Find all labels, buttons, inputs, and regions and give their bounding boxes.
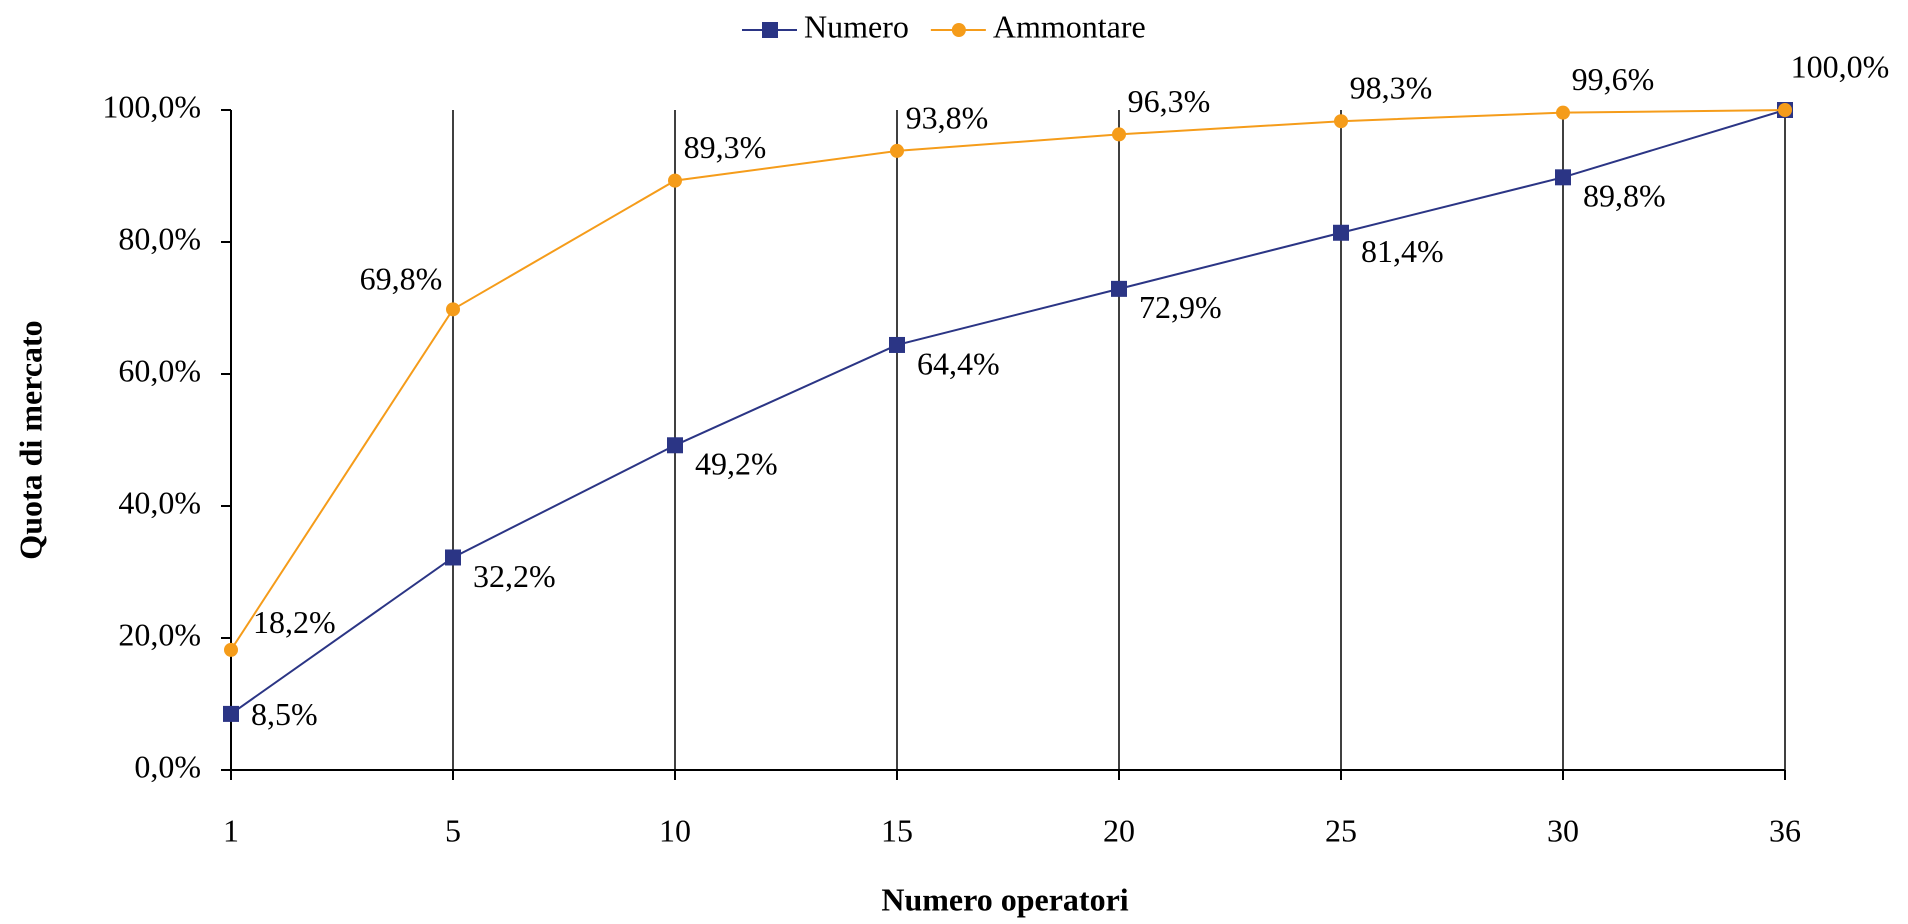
data-label: 32,2% bbox=[473, 558, 556, 594]
x-tick-label: 15 bbox=[881, 812, 913, 848]
series-line bbox=[230, 109, 1786, 715]
data-label: 89,8% bbox=[1583, 178, 1666, 214]
marker bbox=[1778, 103, 1792, 117]
marker bbox=[890, 143, 904, 158]
x-tick-label: 25 bbox=[1325, 812, 1357, 848]
data-label: 99,6% bbox=[1572, 61, 1655, 97]
y-tick-label: 40,0% bbox=[118, 484, 201, 520]
marker bbox=[889, 336, 905, 353]
data-label: 69,8% bbox=[360, 261, 443, 297]
legend-label: Numero bbox=[804, 8, 909, 44]
marker bbox=[668, 173, 682, 188]
data-label: 89,3% bbox=[684, 129, 767, 165]
x-axis-label: Numero operatori bbox=[881, 881, 1128, 917]
marker bbox=[224, 642, 238, 657]
legend-marker bbox=[762, 22, 778, 38]
data-label: 96,3% bbox=[1128, 83, 1211, 119]
data-label: 72,9% bbox=[1139, 289, 1222, 325]
x-tick-label: 1 bbox=[223, 812, 239, 848]
data-label: 98,3% bbox=[1350, 70, 1433, 106]
data-label: 18,2% bbox=[253, 604, 336, 640]
x-tick-label: 5 bbox=[445, 812, 461, 848]
data-label: 8,5% bbox=[251, 696, 318, 732]
marker bbox=[1112, 127, 1126, 142]
legend-marker bbox=[951, 23, 966, 37]
y-axis-label: Quota di mercato bbox=[12, 320, 48, 559]
legend-label: Ammontare bbox=[993, 8, 1146, 44]
marker bbox=[1333, 224, 1349, 241]
x-tick-label: 36 bbox=[1769, 812, 1801, 848]
y-tick-label: 60,0% bbox=[118, 352, 201, 388]
marker bbox=[1555, 169, 1571, 186]
marker bbox=[1334, 114, 1348, 129]
marker bbox=[446, 302, 460, 317]
x-tick-label: 30 bbox=[1547, 812, 1579, 848]
marker bbox=[223, 705, 239, 722]
y-tick-label: 20,0% bbox=[118, 616, 201, 652]
marker bbox=[445, 549, 461, 566]
marker bbox=[667, 437, 683, 454]
data-label: 49,2% bbox=[695, 446, 778, 482]
y-tick-label: 0,0% bbox=[134, 748, 201, 784]
y-tick-label: 80,0% bbox=[118, 220, 201, 256]
data-label: 93,8% bbox=[906, 99, 989, 135]
data-label: 64,4% bbox=[917, 345, 1000, 381]
marker bbox=[1556, 105, 1570, 120]
data-label: 81,4% bbox=[1361, 233, 1444, 269]
marker bbox=[1111, 280, 1127, 297]
x-tick-label: 10 bbox=[659, 812, 691, 848]
series-line bbox=[230, 109, 1786, 651]
data-label: 100,0% bbox=[1791, 48, 1890, 84]
x-tick-label: 20 bbox=[1103, 812, 1135, 848]
y-tick-label: 100,0% bbox=[102, 88, 201, 124]
